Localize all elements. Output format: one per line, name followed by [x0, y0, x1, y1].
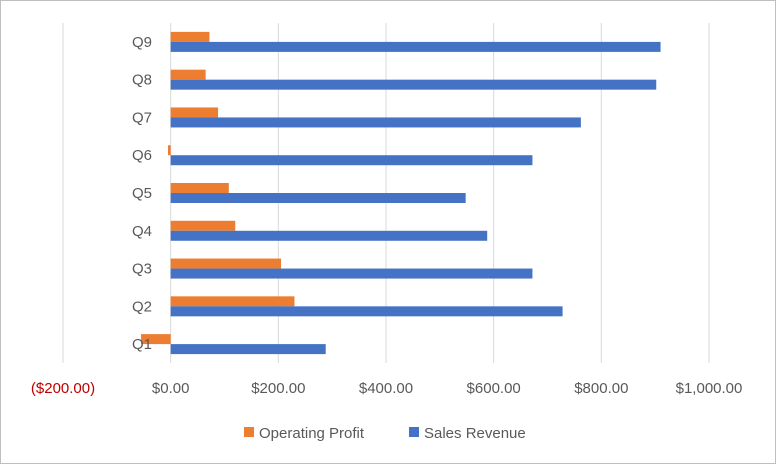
category-label-q5: Q5	[132, 185, 152, 202]
bar-sales-revenue-q4	[170, 230, 488, 241]
category-label-q7: Q7	[132, 109, 152, 126]
tick-label-1: $0.00	[152, 380, 190, 397]
legend: Operating Profit Sales Revenue	[244, 425, 526, 442]
tick-label-5: $800.00	[574, 380, 628, 397]
legend-label-sales-revenue: Sales Revenue	[424, 425, 526, 442]
bar-operating-profit-q1	[141, 334, 171, 345]
bar-sales-revenue-q3	[170, 268, 533, 279]
bar-operating-profit-q9	[170, 31, 210, 42]
legend-label-operating-profit: Operating Profit	[259, 425, 365, 442]
bar-operating-profit-q8	[170, 69, 206, 80]
tick-label-2: $200.00	[251, 380, 305, 397]
bar-sales-revenue-q2	[170, 306, 563, 317]
bar-sales-revenue-q8	[170, 79, 657, 90]
category-label-q2: Q2	[132, 298, 152, 315]
bar-operating-profit-q2	[170, 296, 295, 307]
bars	[141, 31, 661, 355]
bar-sales-revenue-q6	[170, 155, 533, 166]
bar-operating-profit-q6	[167, 145, 171, 156]
value-axis-labels: ($200.00) $0.00 $200.00 $400.00 $600.00 $800.…	[31, 380, 742, 397]
bar-sales-revenue-q5	[170, 193, 466, 203]
bar-operating-profit-q3	[170, 258, 282, 269]
category-label-q1: Q1	[132, 336, 152, 353]
category-label-q9: Q9	[132, 34, 152, 51]
bar-operating-profit-q7	[170, 107, 219, 118]
tick-label-0: ($200.00)	[31, 380, 95, 397]
bar-sales-revenue-q9	[170, 41, 661, 52]
category-label-q8: Q8	[132, 72, 152, 89]
bar-sales-revenue-q7	[170, 117, 581, 128]
tick-label-3: $400.00	[359, 380, 413, 397]
legend-swatch-operating-profit	[244, 427, 254, 437]
bar-sales-revenue-q1	[170, 344, 326, 355]
category-label-q6: Q6	[132, 147, 152, 164]
tick-label-6: $1,000.00	[676, 380, 743, 397]
legend-swatch-sales-revenue	[409, 427, 419, 437]
bar-operating-profit-q5	[170, 183, 229, 193]
category-label-q4: Q4	[132, 223, 152, 240]
category-axis-labels: Q1 Q2 Q3 Q4 Q5 Q6 Q7 Q8 Q9	[132, 34, 152, 353]
tick-label-4: $600.00	[467, 380, 521, 397]
bar-operating-profit-q4	[170, 220, 236, 231]
category-label-q3: Q3	[132, 261, 152, 278]
